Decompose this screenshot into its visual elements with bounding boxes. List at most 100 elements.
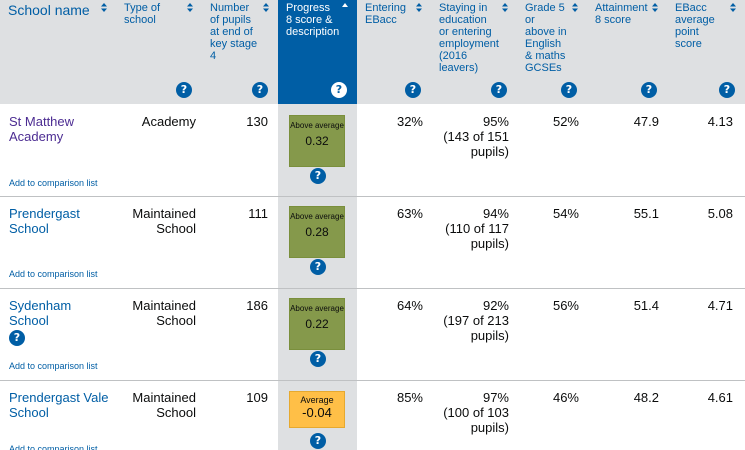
attainment-8-value: 51.4 [633, 298, 659, 313]
help-icon[interactable]: ? [331, 82, 347, 98]
ebacc-aps-value: 4.71 [707, 298, 733, 313]
grade-5-value: 54% [552, 206, 579, 221]
sort-icon[interactable] [187, 3, 193, 12]
column-header-grade-5[interactable]: Grade 5 or above in English & maths GCSE… [517, 0, 587, 104]
entering-ebacc-value: 64% [396, 298, 423, 313]
sort-icon[interactable] [101, 3, 107, 12]
progress-8-description: Above average [290, 121, 344, 130]
progress-8-description: Average [300, 395, 334, 405]
school-name-link[interactable]: Prendergast Vale School [9, 390, 109, 420]
sort-ascending-icon[interactable] [342, 3, 348, 12]
column-header-label: Entering EBacc [365, 2, 406, 26]
progress-8-score: -0.04 [302, 405, 332, 420]
row-divider [0, 288, 745, 289]
column-header-number-of-pupils[interactable]: Number of pupils at end of key stage 4 ? [202, 0, 278, 104]
help-icon[interactable]: ? [310, 433, 326, 449]
school-type: Academy [141, 114, 196, 129]
school-type: Maintained School [132, 206, 196, 236]
staying-detail: (100 of 103 pupils) [443, 405, 509, 435]
add-to-comparison-link[interactable]: Add to comparison list [9, 361, 98, 371]
help-icon[interactable]: ? [310, 168, 326, 184]
pupil-count: 130 [246, 114, 268, 129]
column-header-attainment-8[interactable]: Attainment 8 score ? [587, 0, 667, 104]
help-icon[interactable]: ? [405, 82, 421, 98]
school-type: Maintained School [132, 390, 196, 420]
column-header-staying-in-education[interactable]: Staying in education or entering employm… [431, 0, 517, 104]
grade-5-value: 52% [552, 114, 579, 129]
sort-icon[interactable] [652, 3, 658, 12]
help-icon[interactable]: ? [9, 330, 25, 346]
staying-percent: 94% [482, 206, 509, 221]
column-header-progress-8[interactable]: Progress 8 score & description ? [278, 0, 357, 104]
column-header-entering-ebacc[interactable]: Entering EBacc ? [357, 0, 431, 104]
pupil-count: 186 [246, 298, 268, 313]
add-to-comparison-link[interactable]: Add to comparison list [9, 444, 98, 450]
school-type: Maintained School [132, 298, 196, 328]
attainment-8-value: 48.2 [633, 390, 659, 405]
column-header-label: EBacc average point score [675, 2, 715, 50]
attainment-8-value: 47.9 [633, 114, 659, 129]
row-divider [0, 196, 745, 197]
grade-5-value: 46% [552, 390, 579, 405]
staying-percent: 97% [482, 390, 509, 405]
progress-8-score: 0.28 [305, 225, 329, 239]
entering-ebacc-value: 32% [396, 114, 423, 129]
table-row: St Matthew Academy Academy 130 Above ave… [0, 104, 745, 196]
entering-ebacc-value: 85% [396, 390, 423, 405]
sort-icon[interactable] [730, 3, 736, 12]
attainment-8-value: 55.1 [633, 206, 659, 221]
progress-8-description: Above average [290, 212, 344, 221]
pupil-count: 109 [246, 390, 268, 405]
column-header-label: School name [8, 2, 90, 18]
staying-detail: (197 of 213 pupils) [443, 313, 509, 343]
staying-detail: (143 of 151 pupils) [443, 129, 509, 159]
help-icon[interactable]: ? [719, 82, 735, 98]
column-header-label: Attainment 8 score [595, 2, 648, 26]
progress-8-badge: Above average 0.22 [289, 298, 345, 350]
ebacc-aps-value: 5.08 [707, 206, 733, 221]
progress-8-badge: Above average 0.28 [289, 206, 345, 258]
table-row: Prendergast Vale School Maintained Schoo… [0, 380, 745, 450]
progress-8-description: Above average [290, 304, 344, 313]
sort-icon[interactable] [416, 3, 422, 12]
column-header-label: Type of school [124, 2, 161, 26]
grade-5-value: 56% [552, 298, 579, 313]
progress-8-score: 0.32 [305, 134, 329, 148]
help-icon[interactable]: ? [176, 82, 192, 98]
school-name-text: Sydenham School [9, 298, 72, 328]
entering-ebacc-value: 63% [396, 206, 423, 221]
row-divider [0, 380, 745, 381]
pupil-count: 111 [248, 206, 268, 221]
help-icon[interactable]: ? [561, 82, 577, 98]
table-header: School name Type of school ? Number of p… [0, 0, 745, 104]
column-header-label: Progress 8 score & description [286, 2, 340, 38]
ebacc-aps-value: 4.61 [707, 390, 733, 405]
sort-icon[interactable] [263, 3, 269, 12]
help-icon[interactable]: ? [252, 82, 268, 98]
help-icon[interactable]: ? [310, 259, 326, 275]
progress-8-badge: Above average 0.32 [289, 115, 345, 167]
column-header-type-of-school[interactable]: Type of school ? [116, 0, 202, 104]
add-to-comparison-link[interactable]: Add to comparison list [9, 269, 98, 279]
ebacc-aps-value: 4.13 [707, 114, 733, 129]
column-header-school-name[interactable]: School name [0, 0, 116, 104]
column-header-label: Number of pupils at end of key stage 4 [210, 2, 258, 62]
help-icon[interactable]: ? [641, 82, 657, 98]
column-header-ebacc-aps[interactable]: EBacc average point score ? [667, 0, 745, 104]
progress-8-badge: Average -0.04 [289, 391, 345, 428]
school-name-link[interactable]: Sydenham School ? [9, 298, 114, 346]
school-name-link[interactable]: Prendergast School [9, 206, 80, 236]
staying-percent: 95% [482, 114, 509, 129]
column-header-label: Staying in education or entering employm… [439, 2, 499, 74]
column-header-label: Grade 5 or above in English & maths GCSE… [525, 2, 567, 74]
table-row: Sydenham School ? Maintained School 186 … [0, 288, 745, 380]
staying-detail: (110 of 117 pupils) [445, 221, 509, 251]
sort-icon[interactable] [502, 3, 508, 12]
progress-8-score: 0.22 [305, 317, 329, 331]
staying-percent: 92% [482, 298, 509, 313]
help-icon[interactable]: ? [310, 351, 326, 367]
school-name-link[interactable]: St Matthew Academy [9, 114, 75, 144]
sort-icon[interactable] [572, 3, 578, 12]
add-to-comparison-link[interactable]: Add to comparison list [9, 178, 98, 188]
help-icon[interactable]: ? [491, 82, 507, 98]
